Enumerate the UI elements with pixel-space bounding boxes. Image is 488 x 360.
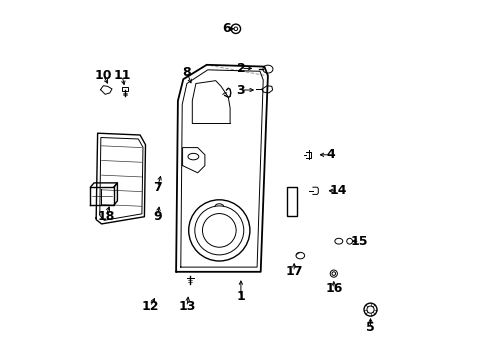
Text: 15: 15	[350, 235, 367, 248]
Text: 14: 14	[329, 184, 346, 197]
Text: 4: 4	[326, 148, 335, 161]
Text: 7: 7	[153, 181, 162, 194]
Text: 11: 11	[113, 69, 131, 82]
Text: 6: 6	[222, 22, 230, 35]
Text: 3: 3	[236, 84, 244, 96]
Bar	[286, 187, 296, 216]
Text: 10: 10	[95, 69, 112, 82]
Text: 18: 18	[97, 210, 114, 222]
Bar	[122, 87, 127, 91]
Text: 8: 8	[182, 66, 191, 78]
Text: 9: 9	[153, 210, 162, 222]
Text: 17: 17	[285, 265, 302, 278]
Text: 1: 1	[236, 291, 245, 303]
Text: 5: 5	[366, 321, 374, 334]
Text: 12: 12	[141, 300, 159, 313]
Text: 16: 16	[325, 282, 342, 295]
Text: 2: 2	[236, 62, 245, 75]
Text: 13: 13	[178, 300, 195, 313]
